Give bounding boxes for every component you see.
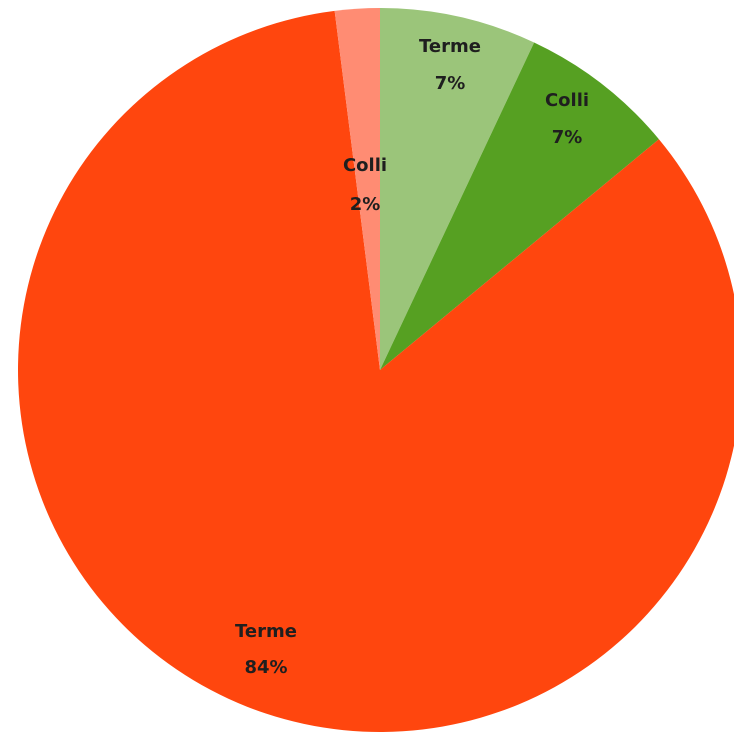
pie-slice-colli-1 (380, 42, 659, 370)
slice-percent-label: 7% (552, 127, 583, 148)
pie-slice-terme-2 (18, 10, 734, 732)
slice-percent-label: 2% (350, 194, 381, 215)
pie-slice-colli-3 (334, 7, 380, 370)
slice-percent-label: 84% (244, 657, 287, 678)
slice-category-label: Terme (419, 36, 481, 57)
pie-slices (18, 7, 734, 732)
pie-slice-terme-0 (380, 8, 535, 370)
slice-category-label: Terme (235, 621, 297, 642)
pie-labels: Terme 7% Colli 7% Terme 84% Colli 2% (235, 36, 589, 678)
slice-category-label: Colli (343, 155, 387, 176)
slice-percent-label: 7% (435, 73, 466, 94)
slice-category-label: Colli (545, 90, 589, 111)
